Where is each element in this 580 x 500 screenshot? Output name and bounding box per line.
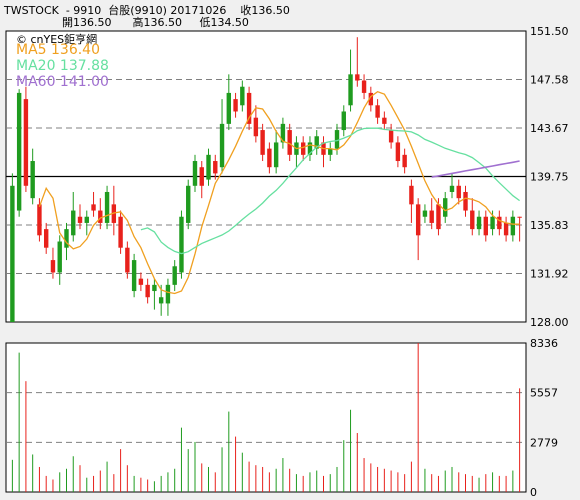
candle-body — [50, 260, 56, 273]
ma5-line — [38, 90, 520, 295]
candle-body — [470, 210, 475, 230]
candle-body — [98, 210, 103, 223]
candle-body — [510, 216, 516, 236]
candle-body — [152, 284, 157, 292]
candle-body — [158, 297, 164, 304]
price-tick-label: 143.67 — [530, 122, 569, 135]
volume-tick-label: 5557 — [530, 387, 558, 400]
candle-body — [260, 130, 265, 155]
candle-body — [443, 198, 448, 217]
volume-plot-area — [5, 342, 527, 493]
candle-body — [429, 210, 434, 223]
candle-body — [77, 216, 83, 223]
legend-ma20: MA20 137.88 — [16, 58, 109, 74]
candle-body — [361, 80, 367, 93]
candle-body — [246, 92, 252, 124]
candle-body — [375, 105, 380, 118]
candle-body — [388, 130, 394, 143]
ma20-line — [140, 127, 520, 255]
candle-body — [253, 117, 259, 137]
candle-body — [118, 216, 123, 248]
candle-body — [186, 185, 191, 223]
candle-body — [348, 74, 353, 106]
header-line-2: 開136.50 高136.50 低134.50 — [62, 16, 249, 29]
candle-body — [84, 216, 89, 223]
header-line-1: TWSTOCK - 9910 台股(9910) 20171026 收136.50 — [4, 4, 290, 17]
candle-body — [125, 247, 130, 273]
candle-body — [449, 185, 455, 192]
candle-body — [104, 191, 110, 223]
candle-body — [219, 123, 225, 168]
candle-body — [145, 284, 150, 298]
candle-body — [497, 216, 502, 230]
candle-body — [287, 130, 292, 155]
candle-body — [71, 210, 76, 236]
watermark: © cnYES鉅亨網 — [16, 33, 98, 46]
candle-body — [213, 161, 218, 174]
candle-body — [395, 142, 401, 162]
candle-body — [334, 130, 340, 149]
price-tick-label: 135.83 — [530, 219, 569, 232]
candle-body — [355, 74, 360, 81]
candle-body — [463, 191, 468, 211]
candle-body — [328, 148, 333, 155]
candle-body — [476, 216, 482, 230]
candle-body — [10, 185, 15, 322]
price-tick-label: 131.92 — [530, 267, 569, 280]
candle-body — [483, 216, 489, 236]
candle-body — [199, 167, 204, 186]
candle-body — [192, 161, 198, 186]
candle-body — [131, 260, 137, 292]
ma60-line — [431, 160, 520, 178]
candle-body — [206, 154, 211, 180]
candle-body — [267, 148, 272, 168]
candle-body — [456, 185, 461, 199]
candle-body — [307, 142, 313, 155]
legend-ma5: MA5 136.40 — [16, 42, 100, 58]
candle-body — [409, 185, 414, 205]
candle-body — [517, 216, 522, 218]
candle-body — [43, 229, 49, 248]
candle-body — [226, 92, 232, 124]
candle-body — [300, 142, 306, 155]
candle-body — [273, 142, 279, 168]
candle-body — [64, 229, 69, 248]
price-tick-label: 147.58 — [530, 74, 569, 87]
volume-tick-label: 2779 — [530, 436, 558, 449]
volume-panel: 8336 5557 2779 0 — [5, 337, 558, 499]
price-tick-label: 139.75 — [530, 171, 569, 184]
price-tick-label: 128.00 — [530, 316, 569, 329]
candle-body — [402, 154, 407, 168]
candle-body — [233, 99, 238, 112]
candle-body — [436, 204, 441, 230]
volume-tick-label: 0 — [530, 486, 537, 499]
legend-ma60: MA60 141.00 — [16, 74, 109, 90]
candle-body — [179, 216, 184, 273]
candle-body — [172, 266, 177, 285]
candle-body — [165, 284, 171, 304]
price-panel: 151.50 147.58 143.67 139.75 135.83 131.92 128.… — [5, 25, 569, 329]
candle-body — [30, 161, 35, 199]
candle-body — [382, 117, 387, 124]
candle-body — [341, 111, 346, 131]
candle-body — [37, 204, 42, 236]
candle-body — [415, 204, 421, 236]
candle-body — [16, 92, 22, 211]
candle-body — [314, 136, 319, 149]
candle-body — [422, 210, 428, 217]
candle-body — [91, 204, 96, 211]
candle-body — [138, 278, 144, 285]
volume-tick-label: 8336 — [530, 337, 558, 350]
candle-body — [240, 86, 245, 106]
candle-body — [503, 222, 509, 236]
candle-body — [57, 241, 62, 273]
price-tick-label: 151.50 — [530, 25, 569, 38]
candle-body — [280, 123, 286, 143]
candle-body — [23, 99, 29, 186]
candle-body — [490, 216, 495, 230]
candle-body — [368, 92, 374, 106]
